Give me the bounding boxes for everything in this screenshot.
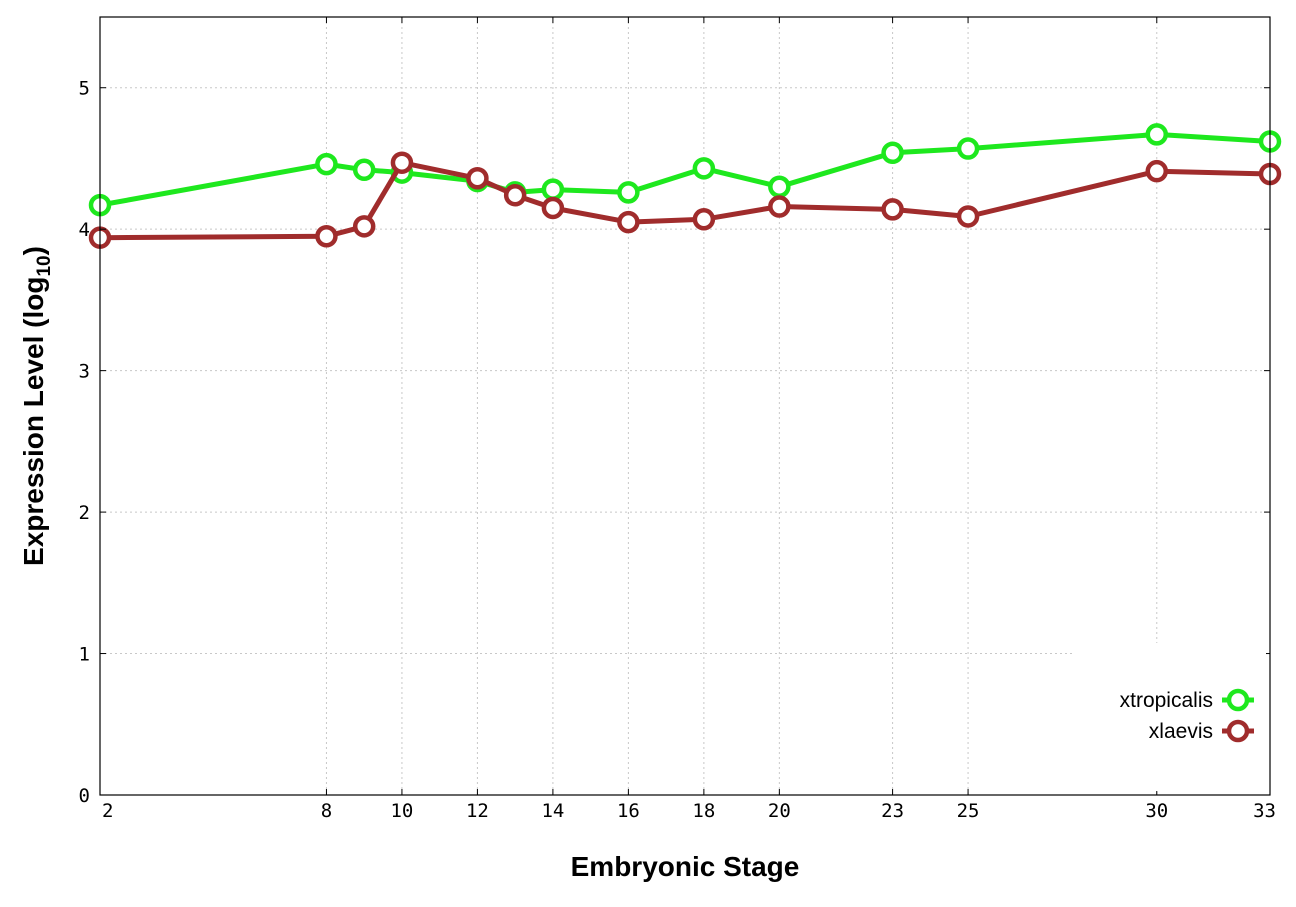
data-point-xlaevis [617,210,640,234]
data-point-xtropicalis [352,158,376,182]
y-tick-label: 2 [79,502,90,524]
data-point-xlaevis [541,196,565,220]
x-tick-label: 33 [1253,800,1276,822]
y-tick-label: 0 [79,785,90,807]
data-point-xtropicalis [692,157,716,180]
legend-label-xlaevis: xlaevis [1149,720,1213,743]
data-point-xtropicalis [617,181,640,204]
data-point-xtropicalis [1145,123,1169,146]
data-point-xlaevis [956,205,980,228]
series-layer [88,123,1282,249]
data-point-xlaevis [692,208,716,231]
series-xtropicalis [88,123,1282,217]
data-point-xlaevis [768,195,791,218]
legend-background [1072,643,1266,791]
data-point-xlaevis [390,151,414,174]
x-tick-label: 14 [541,800,564,822]
legend-label-xtropicalis: xtropicalis [1120,689,1213,712]
x-tick-label: 12 [466,800,489,822]
legend: xtropicalis xlaevis [1072,643,1266,791]
plot-frame [99,16,1271,796]
x-tick-label: 30 [1145,800,1168,822]
series-line-xtropicalis [97,131,1273,208]
data-point-xtropicalis [315,152,338,176]
data-point-xlaevis [466,167,489,190]
x-tick-label: 18 [692,800,715,822]
y-axis-title: Expression Level (log10) [18,246,55,566]
y-tick-label: 4 [79,219,90,241]
y-tick-label: 3 [79,361,90,383]
data-point-xlaevis [1145,159,1169,183]
data-point-xtropicalis [541,178,565,201]
y-tick-label: 5 [79,78,90,100]
data-point-xtropicalis [956,137,980,160]
data-point-xlaevis [881,198,904,221]
data-point-xlaevis [315,225,338,248]
series-xlaevis [88,151,1282,249]
data-point-xlaevis [503,183,527,207]
legend-marker-xtropicalis [1226,688,1250,712]
data-point-xtropicalis [881,141,904,165]
series-line-xlaevis [97,160,1273,241]
data-point-xlaevis [352,215,376,238]
x-tick-label: 2 [102,800,113,822]
x-tick-label: 25 [957,800,980,822]
x-tick-label: 10 [390,800,413,822]
x-tick-label: 8 [321,800,332,822]
x-tick-label: 20 [768,800,791,822]
x-tick-label: 16 [617,800,640,822]
y-axis-title-main: Expression Level (log [18,277,49,566]
data-point-xtropicalis [768,175,791,198]
y-axis-title-subscript: 10 [34,255,55,276]
legend-marker-xlaevis [1226,719,1250,743]
y-axis-title-suffix: ) [18,246,49,255]
y-tick-label: 1 [79,644,90,666]
x-tick-label: 23 [881,800,904,822]
x-axis-title: Embryonic Stage [571,851,800,882]
